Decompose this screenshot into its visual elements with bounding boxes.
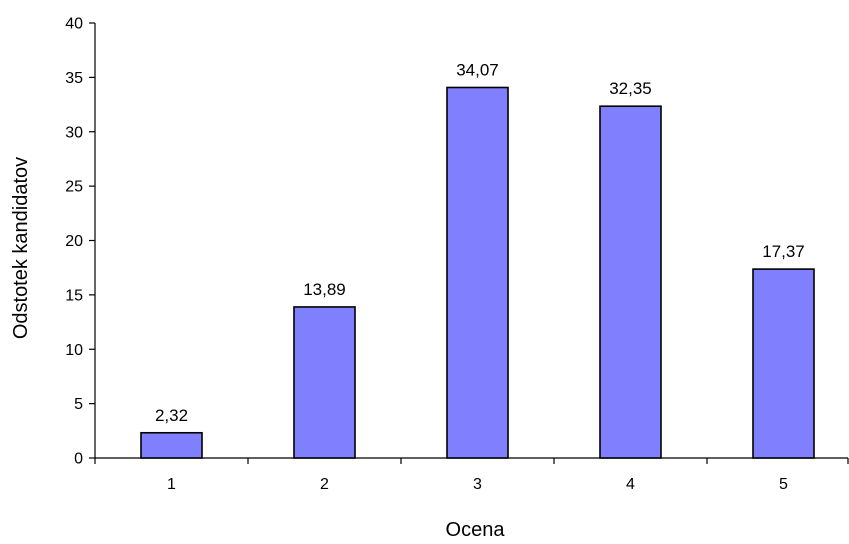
x-axis-title: Ocena (446, 519, 506, 541)
bar-5 (752, 268, 815, 459)
data-label: 2,32 (155, 406, 188, 425)
bar-1 (140, 431, 203, 459)
y-tick-label: 15 (65, 287, 83, 304)
bars (140, 86, 815, 459)
x-axis: 1 2 3 4 5 (94, 457, 849, 493)
x-tick-label: 1 (167, 476, 176, 493)
data-label: 17,37 (762, 242, 805, 261)
bar-4 (599, 105, 662, 459)
y-tick-label: 0 (74, 451, 83, 468)
x-tick-label: 3 (473, 476, 482, 493)
y-tick-label: 10 (65, 342, 83, 359)
y-axis: 0 5 10 15 20 25 30 35 40 (65, 16, 96, 468)
y-tick-label: 40 (65, 16, 83, 33)
data-labels: 2,32 13,89 34,07 32,35 17,37 (155, 60, 805, 424)
data-label: 32,35 (609, 79, 652, 98)
bar-3 (446, 86, 509, 459)
y-tick-label: 20 (65, 233, 83, 250)
x-tick-label: 4 (626, 476, 635, 493)
bar-2 (293, 306, 356, 459)
data-label: 34,07 (456, 60, 499, 79)
x-tick-label: 5 (779, 476, 788, 493)
x-tick-label: 2 (320, 476, 329, 493)
data-label: 13,89 (303, 280, 346, 299)
y-tick-label: 25 (65, 179, 83, 196)
y-tick-label: 35 (65, 70, 83, 87)
y-tick-label: 5 (74, 396, 83, 413)
y-axis-title: Odstotek kandidatov (10, 157, 32, 339)
y-tick-label: 30 (65, 124, 83, 141)
